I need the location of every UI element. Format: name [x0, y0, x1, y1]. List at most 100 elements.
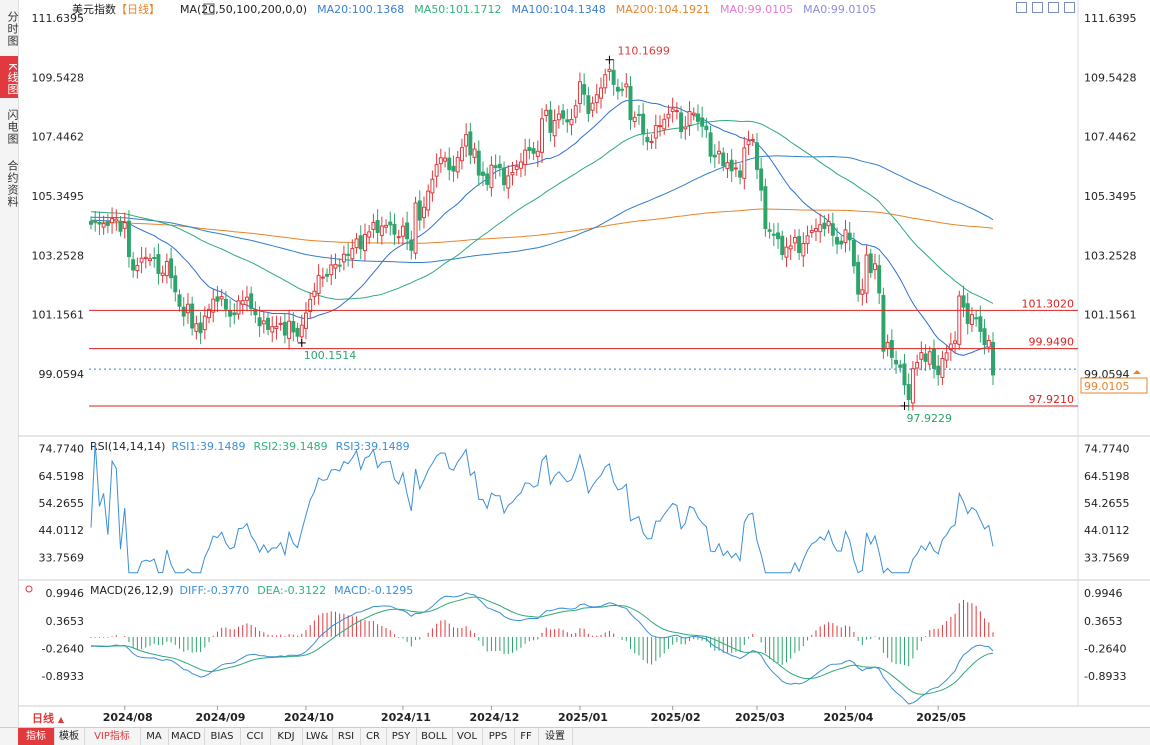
arrow-up-icon	[1133, 370, 1141, 374]
candle	[253, 309, 258, 316]
candle	[476, 150, 481, 176]
candle	[961, 295, 966, 308]
rsi-y-tick-left: 74.7740	[39, 443, 85, 456]
candle	[759, 168, 764, 191]
indicator-tab-bar: 指标 模板 VIP指标 MA MACD BIAS CCI KDJ LW& RSI CR PSY BOLL…	[0, 727, 1150, 745]
candle	[978, 316, 983, 332]
sidebar-tab-0[interactable]: 分时图	[6, 11, 19, 47]
candle	[624, 83, 629, 88]
candle	[261, 320, 266, 325]
sidebar-tab-1[interactable]: K线图	[0, 56, 19, 98]
candle	[514, 165, 519, 171]
ma-label: MA(20,50,100,200,0,0)	[180, 3, 307, 16]
candle	[704, 125, 709, 131]
y-tick-left: 101.1561	[32, 309, 85, 322]
indicator-tab-boll[interactable]: BOLL	[416, 728, 453, 745]
candle	[535, 150, 540, 157]
candle	[969, 314, 974, 325]
candle	[851, 239, 856, 267]
ma-value: MA200:104.1921	[616, 3, 710, 16]
candle	[354, 238, 359, 249]
indicator-tab-psy[interactable]: PSY	[386, 728, 417, 745]
indicator-tab-bias[interactable]: BIAS	[204, 728, 241, 745]
candle	[725, 162, 730, 169]
indicator-tab-ma[interactable]: MA	[140, 728, 169, 745]
rsi-value: RSI1:39.1489	[171, 440, 245, 453]
sun-icon	[25, 585, 33, 593]
candle	[856, 261, 861, 295]
macd-y-tick-right: 0.9946	[1084, 587, 1123, 600]
y-tick-left: 99.0594	[39, 368, 85, 381]
candle	[400, 225, 405, 237]
indicator-tab-模板[interactable]: 模板	[54, 728, 85, 745]
candle	[375, 220, 380, 233]
price-chart[interactable]: 111.6395 111.6395 109.5428 109.5428 107.4462…	[18, 0, 1150, 727]
candle	[700, 117, 705, 127]
candle	[303, 312, 308, 329]
indicator-tab-lw&[interactable]: LW&	[302, 728, 333, 745]
candle	[826, 220, 831, 227]
candle	[974, 317, 979, 320]
candle	[156, 254, 161, 274]
candle	[733, 167, 738, 170]
indicator-tab-vip指标[interactable]: VIP指标	[84, 728, 141, 745]
candle	[430, 178, 435, 194]
layout-icon[interactable]	[1048, 2, 1059, 13]
candle	[148, 258, 152, 262]
indicator-tab-vol[interactable]: VOL	[452, 728, 483, 745]
candle	[683, 126, 688, 130]
fullscreen-icon[interactable]	[1064, 2, 1075, 13]
y-tick-right: 109.5428	[1084, 71, 1137, 84]
indicator-tab-cr[interactable]: CR	[360, 728, 387, 745]
candle	[573, 105, 578, 118]
indicator-tab-cci[interactable]: CCI	[240, 728, 271, 745]
indicator-tab-设置[interactable]: 设置	[538, 728, 573, 745]
candle	[771, 233, 776, 236]
candle	[384, 224, 389, 228]
sidebar-tab-3[interactable]: 合约资料	[6, 160, 19, 208]
candle	[877, 265, 882, 294]
zoom-in-icon[interactable]	[1016, 2, 1027, 13]
candle	[691, 112, 696, 116]
period-selector[interactable]: 日线 ▲	[18, 711, 90, 727]
candle	[333, 263, 338, 269]
indicator-tab-macd[interactable]: MACD	[168, 728, 205, 745]
candle	[932, 349, 936, 369]
candle	[459, 147, 464, 162]
candle	[181, 306, 186, 317]
candle	[818, 224, 823, 233]
instrument-name: 美元指数	[72, 2, 116, 16]
indicator-tab-kdj[interactable]: KDJ	[270, 728, 303, 745]
candle	[919, 352, 924, 360]
indicator-tab-pps[interactable]: PPS	[482, 728, 515, 745]
candle	[308, 298, 313, 313]
sidebar-tab-2[interactable]: 闪电图	[6, 109, 19, 145]
candle	[177, 294, 182, 307]
last-price-label: 99.0105	[1084, 380, 1130, 393]
candle	[936, 365, 941, 376]
dea-line	[90, 596, 994, 695]
indicator-tab-指标[interactable]: 指标	[18, 728, 55, 745]
candle	[632, 116, 637, 123]
indicator-tab-ff[interactable]: FF	[514, 728, 539, 745]
x-tick-label: 2025/04	[824, 711, 874, 724]
candle	[93, 220, 98, 223]
candle	[409, 239, 414, 251]
zoom-out-icon[interactable]	[1032, 2, 1043, 13]
candle	[468, 131, 473, 156]
candle	[927, 351, 932, 365]
candle	[843, 229, 848, 244]
y-tick-right: 103.2528	[1084, 249, 1137, 262]
candle	[518, 161, 523, 169]
x-tick-label: 2024/08	[103, 711, 153, 724]
x-tick-label: 2024/11	[381, 711, 431, 724]
candle	[885, 341, 890, 350]
candle	[712, 154, 717, 158]
candle	[868, 253, 873, 274]
candle	[185, 303, 190, 314]
indicator-tab-rsi[interactable]: RSI	[332, 728, 361, 745]
candle	[413, 202, 418, 254]
rsi-y-tick-left: 64.5198	[39, 470, 85, 483]
candle	[915, 361, 920, 369]
rsi-y-tick-right: 64.5198	[1084, 470, 1130, 483]
